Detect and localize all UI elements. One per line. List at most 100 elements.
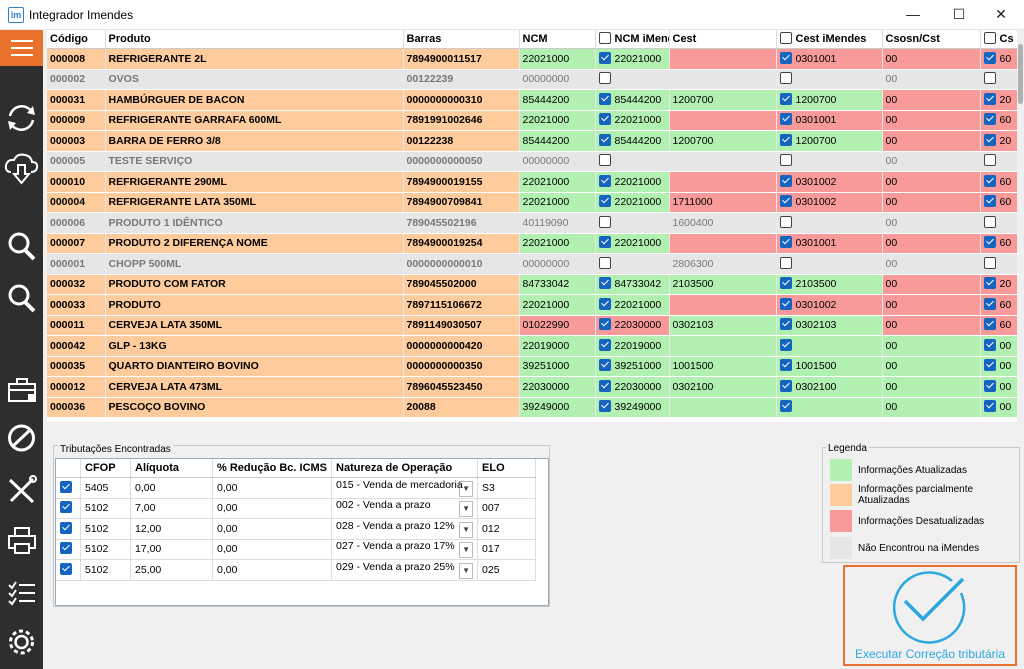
col-cest-imendes[interactable]: Cest iMendes (776, 30, 883, 49)
cell-cesti[interactable]: 0301001 (776, 233, 883, 254)
cell-ncmi[interactable] (595, 212, 670, 234)
cell-cesti[interactable]: 0301001 (776, 48, 883, 70)
row-checkbox[interactable] (983, 297, 996, 310)
col-codigo[interactable]: Código (47, 30, 106, 49)
row-checkbox[interactable] (779, 277, 792, 290)
search-alt-icon[interactable] (0, 278, 43, 318)
cell-cs[interactable] (980, 151, 1017, 172)
row-checkbox[interactable] (983, 338, 996, 351)
cell-select[interactable] (56, 518, 81, 540)
tributacao-checkbox[interactable] (60, 501, 72, 514)
row-checkbox[interactable] (983, 72, 996, 85)
cell-cs[interactable] (980, 212, 1017, 234)
row-checkbox[interactable] (983, 400, 996, 413)
cell-cs[interactable]: 20 (980, 89, 1017, 111)
table-row[interactable]: 000031 HAMBÚRGUER DE BACON 0000000000310 85… (47, 89, 1017, 111)
table-row[interactable]: 000004 REFRIGERANTE LATA 350ML 78949007098… (47, 192, 1017, 213)
tributacao-checkbox[interactable] (60, 542, 72, 555)
row-checkbox[interactable] (779, 72, 792, 85)
cell-cesti[interactable]: 0301002 (776, 294, 883, 316)
row-checkbox[interactable] (983, 277, 996, 290)
row-checkbox[interactable] (983, 215, 996, 228)
cell-ncmi[interactable]: 22030000 (595, 315, 670, 336)
cell-cesti[interactable] (776, 397, 883, 418)
cell-ncmi[interactable]: 22021000 (595, 171, 670, 193)
hamburger-menu-icon[interactable] (0, 30, 43, 66)
cell-natureza[interactable]: ▼ 015 - Venda de mercadoria (331, 477, 479, 499)
table-row[interactable]: 000005 TESTE SERVIÇO 0000000000050 00000000… (47, 151, 1017, 172)
cancel-icon[interactable] (0, 418, 43, 458)
table-row[interactable]: 000003 BARRA DE FERRO 3/8 00122238 85444200… (47, 130, 1017, 152)
row-checkbox[interactable] (779, 113, 792, 126)
cell-cesti[interactable] (776, 69, 883, 90)
chevron-down-icon[interactable]: ▼ (459, 562, 474, 579)
cell-ncmi[interactable]: 22021000 (595, 192, 670, 213)
cell-cesti[interactable]: 0302100 (776, 376, 883, 398)
cell-natureza[interactable]: ▼ 002 - Venda a prazo (331, 498, 479, 519)
col-produto[interactable]: Produto (105, 30, 404, 49)
cell-ncmi[interactable]: 39249000 (595, 397, 670, 418)
tributacao-row[interactable]: 5102 25,00 0,00 ▼ 029 - Venda a prazo 25% 025 (56, 559, 537, 581)
cell-cs[interactable]: 20 (980, 130, 1017, 152)
cloud-download-icon[interactable] (0, 148, 43, 188)
row-checkbox[interactable] (598, 359, 611, 372)
table-row[interactable]: 000012 CERVEJA LATA 473ML 7896045523450 220… (47, 376, 1017, 398)
tributacao-row[interactable]: 5102 17,00 0,00 ▼ 027 - Venda a prazo 17% 017 (56, 539, 537, 560)
cell-natureza[interactable]: ▼ 027 - Venda a prazo 17% (331, 539, 479, 560)
cell-ncmi[interactable]: 22030000 (595, 376, 670, 398)
cell-cesti[interactable]: 0301001 (776, 110, 883, 131)
row-checkbox[interactable] (598, 113, 611, 126)
cell-cesti[interactable]: 1001500 (776, 356, 883, 377)
tributacao-checkbox[interactable] (60, 480, 72, 493)
row-checkbox[interactable] (779, 215, 792, 228)
row-checkbox[interactable] (779, 51, 792, 64)
chevron-down-icon[interactable]: ▼ (459, 480, 474, 497)
table-row[interactable]: 000001 CHOPP 500ML 0000000000010 00000000 28… (47, 253, 1017, 275)
cell-natureza[interactable]: ▼ 029 - Venda a prazo 25% (331, 559, 479, 581)
row-checkbox[interactable] (598, 338, 611, 351)
row-checkbox[interactable] (983, 92, 996, 105)
table-row[interactable]: 000008 REFRIGERANTE 2L 7894900011517 220210… (47, 48, 1017, 70)
cell-ncmi[interactable]: 22021000 (595, 110, 670, 131)
cell-cesti[interactable]: 0301002 (776, 171, 883, 193)
row-checkbox[interactable] (779, 236, 792, 249)
cell-cs[interactable]: 60 (980, 233, 1017, 254)
cell-ncmi[interactable]: 22021000 (595, 48, 670, 70)
cell-cs[interactable]: 00 (980, 397, 1017, 418)
row-checkbox[interactable] (598, 72, 611, 85)
cs-select-all-checkbox[interactable] (983, 32, 996, 45)
cell-cesti[interactable]: 1200700 (776, 89, 883, 111)
row-checkbox[interactable] (983, 113, 996, 126)
row-checkbox[interactable] (598, 133, 611, 146)
cell-ncmi[interactable]: 85444200 (595, 130, 670, 152)
col-aliquota[interactable]: Alíquota (130, 459, 213, 478)
cell-cs[interactable] (980, 69, 1017, 90)
execute-correction-button[interactable]: Executar Correção tributária (843, 565, 1017, 666)
table-row[interactable]: 000002 OVOS 00122239 00000000 00 (47, 69, 1017, 90)
tributacao-checkbox[interactable] (60, 562, 72, 575)
row-checkbox[interactable] (598, 297, 611, 310)
row-checkbox[interactable] (983, 195, 996, 208)
cell-ncmi[interactable]: 22021000 (595, 233, 670, 254)
cell-cesti[interactable] (776, 151, 883, 172)
maximize-icon[interactable]: ☐ (952, 6, 966, 22)
row-checkbox[interactable] (779, 379, 792, 392)
tributacao-row[interactable]: 5102 7,00 0,00 ▼ 002 - Venda a prazo 007 (56, 498, 537, 519)
col-reducao[interactable]: % Redução Bc. ICMS (212, 459, 333, 478)
tributacoes-grid[interactable]: CFOP Alíquota % Redução Bc. ICMS Naturez… (55, 458, 549, 606)
row-checkbox[interactable] (598, 236, 611, 249)
row-checkbox[interactable] (598, 92, 611, 105)
cell-cs[interactable]: 00 (980, 376, 1017, 398)
ncm-select-all-checkbox[interactable] (598, 32, 611, 45)
table-row[interactable]: 000035 QUARTO DIANTEIRO BOVINO 00000000003… (47, 356, 1017, 377)
cell-cs[interactable]: 60 (980, 48, 1017, 70)
table-row[interactable]: 000006 PRODUTO 1 IDÊNTICO 789045502196 4011… (47, 212, 1017, 234)
row-checkbox[interactable] (983, 256, 996, 269)
cell-cs[interactable]: 00 (980, 335, 1017, 357)
cell-cesti[interactable]: 2103500 (776, 274, 883, 295)
cell-cesti[interactable]: 0301002 (776, 192, 883, 213)
cell-ncmi[interactable] (595, 151, 670, 172)
row-checkbox[interactable] (779, 195, 792, 208)
row-checkbox[interactable] (779, 359, 792, 372)
row-checkbox[interactable] (983, 133, 996, 146)
